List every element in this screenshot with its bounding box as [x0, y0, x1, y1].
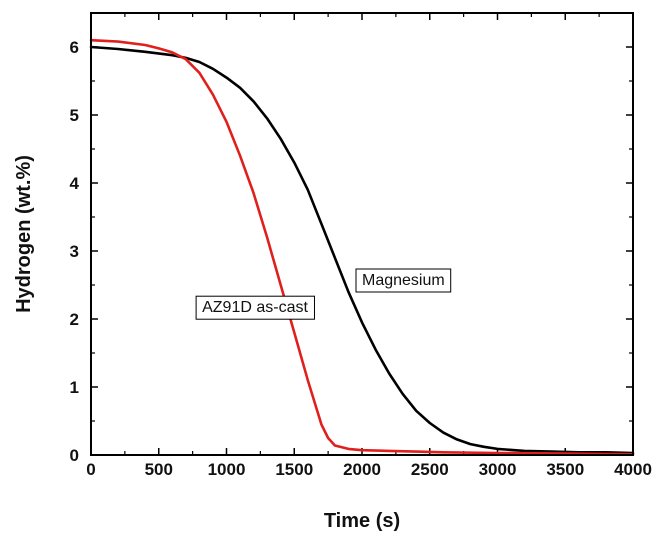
x-tick-label: 1000 — [208, 460, 246, 479]
annotation-label: AZ91D as-cast — [202, 299, 308, 316]
annotation-az91d-as-cast: AZ91D as-cast — [195, 295, 315, 320]
x-tick-label: 3500 — [546, 460, 584, 479]
y-tick-label: 2 — [70, 310, 79, 329]
x-tick-label: 1500 — [275, 460, 313, 479]
x-tick-label: 3000 — [479, 460, 517, 479]
y-tick-label: 4 — [70, 174, 80, 193]
annotation-box — [195, 295, 315, 320]
axis-tick-labels: 0 500 1000 1500 2000 2500 3000 3500 4000 0 1 2 3 4 5 6 — [70, 38, 652, 479]
annotations-layer: Magnesium AZ91D as-cast — [195, 268, 452, 320]
x-tick-label: 2500 — [411, 460, 449, 479]
annotation-magnesium: Magnesium — [355, 268, 452, 293]
axis-ticks — [90, 13, 634, 456]
y-tick-label: 6 — [70, 38, 79, 57]
y-tick-label: 5 — [70, 106, 79, 125]
x-tick-label: 2000 — [343, 460, 381, 479]
series-layer — [89, 38, 635, 456]
annotation-box — [355, 268, 452, 293]
y-axis-title: Hydrogen (wt.%) — [13, 155, 35, 313]
y-tick-label: 1 — [70, 378, 79, 397]
plot-frame — [90, 12, 634, 456]
y-tick-label: 3 — [70, 242, 79, 261]
x-tick-label: 500 — [145, 460, 173, 479]
x-axis-title: Time (s) — [324, 510, 400, 532]
series-line-magnesium — [89, 45, 635, 455]
series-line-az91d-as-cast — [89, 38, 635, 456]
x-tick-label: 4000 — [614, 460, 652, 479]
annotation-label: Magnesium — [362, 272, 445, 289]
x-tick-label: 0 — [86, 460, 95, 479]
y-tick-label: 0 — [70, 446, 79, 465]
